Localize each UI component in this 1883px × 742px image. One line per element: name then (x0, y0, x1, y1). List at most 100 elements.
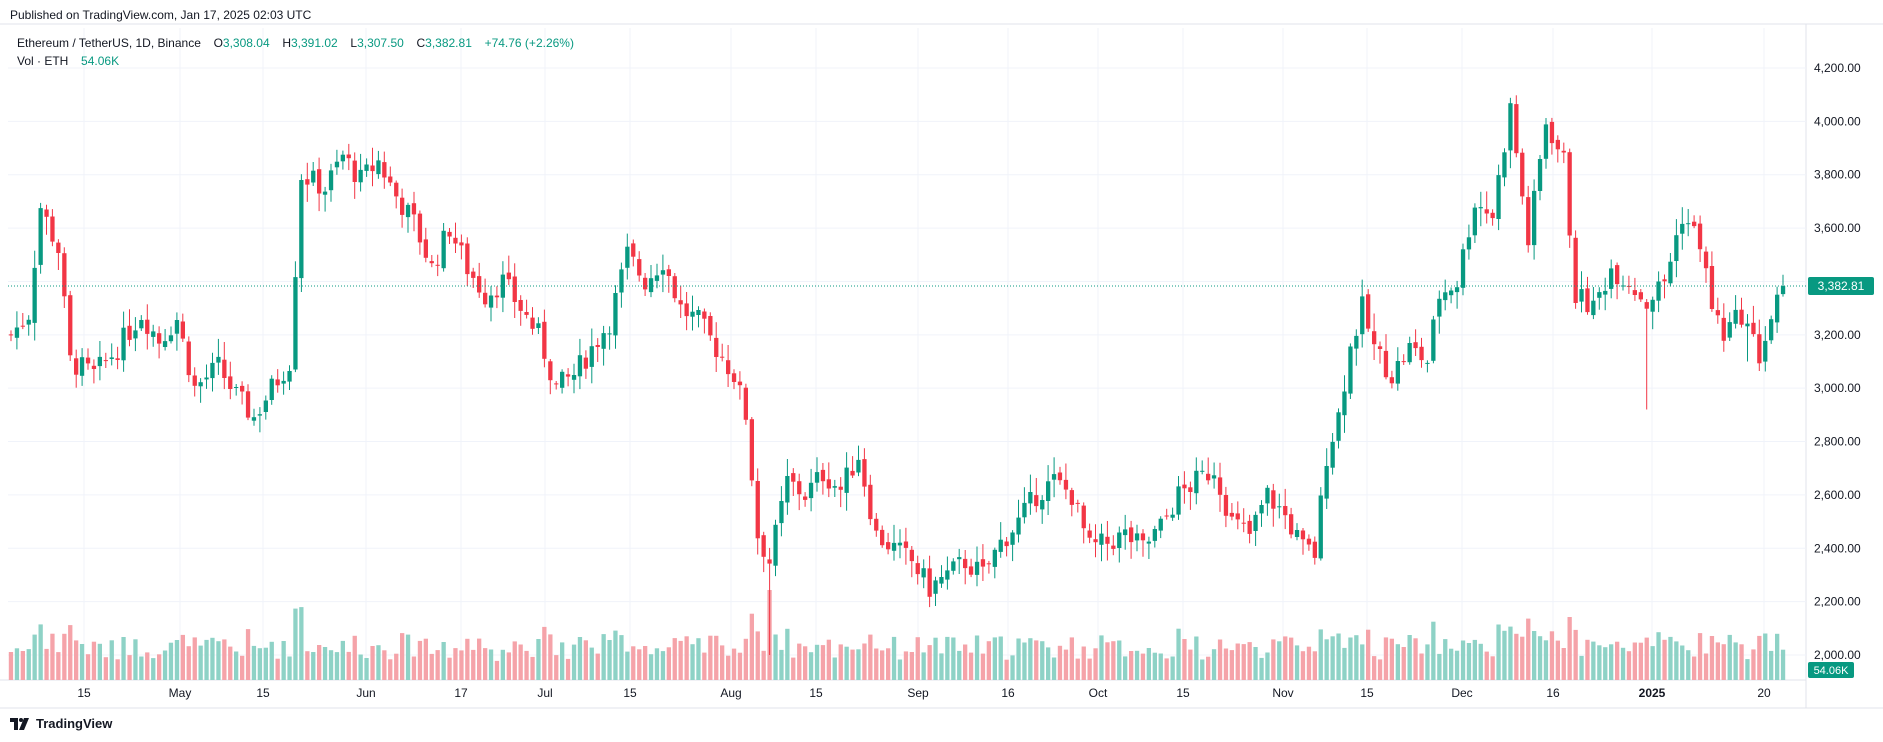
candle-body (844, 467, 849, 493)
candle-body (1620, 285, 1626, 287)
candle-body (1431, 319, 1436, 361)
volume-bar (1425, 644, 1430, 680)
candle-body (494, 295, 500, 298)
volume-bar (1063, 649, 1069, 680)
candle-body (1111, 545, 1116, 549)
volume-bar (1241, 644, 1246, 680)
volume-bar (974, 635, 980, 680)
volume-bar (1543, 640, 1549, 680)
candle-body (1526, 197, 1531, 246)
volume-bar (1745, 659, 1750, 680)
legend-volume-value: 54.06K (81, 54, 120, 68)
volume-bar (648, 654, 654, 680)
volume-bar (1561, 648, 1566, 680)
x-tick-label: Jun (356, 686, 375, 700)
candle-body (405, 204, 411, 218)
candle-body (441, 230, 446, 269)
candle-body (1051, 474, 1057, 480)
volume-bar (1484, 651, 1489, 680)
candle-body (583, 357, 588, 369)
candle-body (1300, 530, 1306, 540)
volume-bar (186, 646, 191, 680)
candle-body (1182, 484, 1187, 489)
volume-bar (1389, 638, 1394, 680)
volume-bar (411, 656, 417, 680)
volume-bar (1336, 633, 1341, 680)
y-tick-label: 2,200.00 (1814, 595, 1861, 609)
volume-bar (1330, 636, 1335, 680)
candle-body (204, 377, 209, 380)
volume-bar (8, 652, 14, 680)
candle-body (1632, 290, 1637, 295)
candle-body (240, 385, 245, 392)
legend-low-label: L (350, 36, 358, 50)
volume-bar (666, 647, 671, 680)
volume-bar (400, 633, 405, 680)
volume-bar (726, 655, 731, 680)
volume-bar (1383, 637, 1389, 680)
candle-body (506, 272, 511, 280)
volume-bar (1650, 646, 1655, 680)
candle-body (1496, 175, 1501, 219)
candle-body (1200, 470, 1205, 472)
x-tick-label: 15 (77, 686, 91, 700)
candle-body (133, 330, 138, 339)
candle-body (145, 319, 150, 334)
candle-body (1460, 249, 1466, 288)
legend-volume-row: Vol · ETH 54.06K (17, 52, 574, 70)
volume-bar (1549, 631, 1555, 680)
volume-bar (850, 649, 855, 680)
volume-bar (1733, 642, 1738, 680)
candle-body (850, 470, 855, 476)
tradingview-logo[interactable]: TradingView (10, 716, 112, 731)
candle-body (1211, 475, 1217, 479)
candle-body (1129, 527, 1134, 543)
volume-bar (281, 641, 286, 680)
candle-body (1046, 481, 1051, 501)
volume-bar (1478, 643, 1483, 680)
candle-body (1087, 530, 1092, 538)
candle-body (631, 243, 636, 257)
volume-bar (1751, 649, 1756, 680)
x-tick-label: 20 (1757, 686, 1771, 700)
y-tick-label: 3,000.00 (1814, 381, 1861, 395)
volume-bar (293, 608, 298, 680)
volume-bar (1460, 640, 1466, 680)
volume-bar (980, 653, 986, 680)
volume-bar (903, 651, 909, 680)
candle-body (500, 274, 505, 298)
volume-bar (198, 645, 203, 680)
volume-bar (1644, 637, 1649, 680)
volume-bar (1508, 626, 1513, 680)
candle-body (1502, 152, 1507, 178)
candle-body (1123, 529, 1128, 536)
candle-body (453, 237, 458, 244)
candle-body (702, 311, 707, 319)
candle-body (263, 400, 268, 412)
volume-bar (20, 651, 25, 680)
candle-body (103, 360, 108, 362)
candle-body (1004, 541, 1009, 547)
candle-body (97, 356, 102, 367)
candle-body (1176, 486, 1181, 515)
volume-bar (1703, 653, 1709, 680)
candle-body (1437, 298, 1442, 317)
volume-bar (1022, 642, 1027, 680)
volume-bar (891, 636, 897, 680)
volume-bar (275, 658, 280, 680)
volume-bar (749, 613, 754, 680)
candle-body (607, 333, 612, 335)
volume-bar (986, 641, 991, 680)
volume-bar (1010, 655, 1015, 680)
candle-body (1354, 335, 1359, 349)
volume-bar (394, 653, 399, 680)
volume-bar (1259, 657, 1264, 680)
volume-bar (447, 657, 452, 680)
candle-body (560, 371, 565, 388)
candle-body (1478, 207, 1483, 209)
candle-body (1561, 150, 1566, 153)
candle-body (880, 529, 885, 546)
candle-body (1603, 290, 1608, 295)
candle-body (619, 269, 624, 293)
